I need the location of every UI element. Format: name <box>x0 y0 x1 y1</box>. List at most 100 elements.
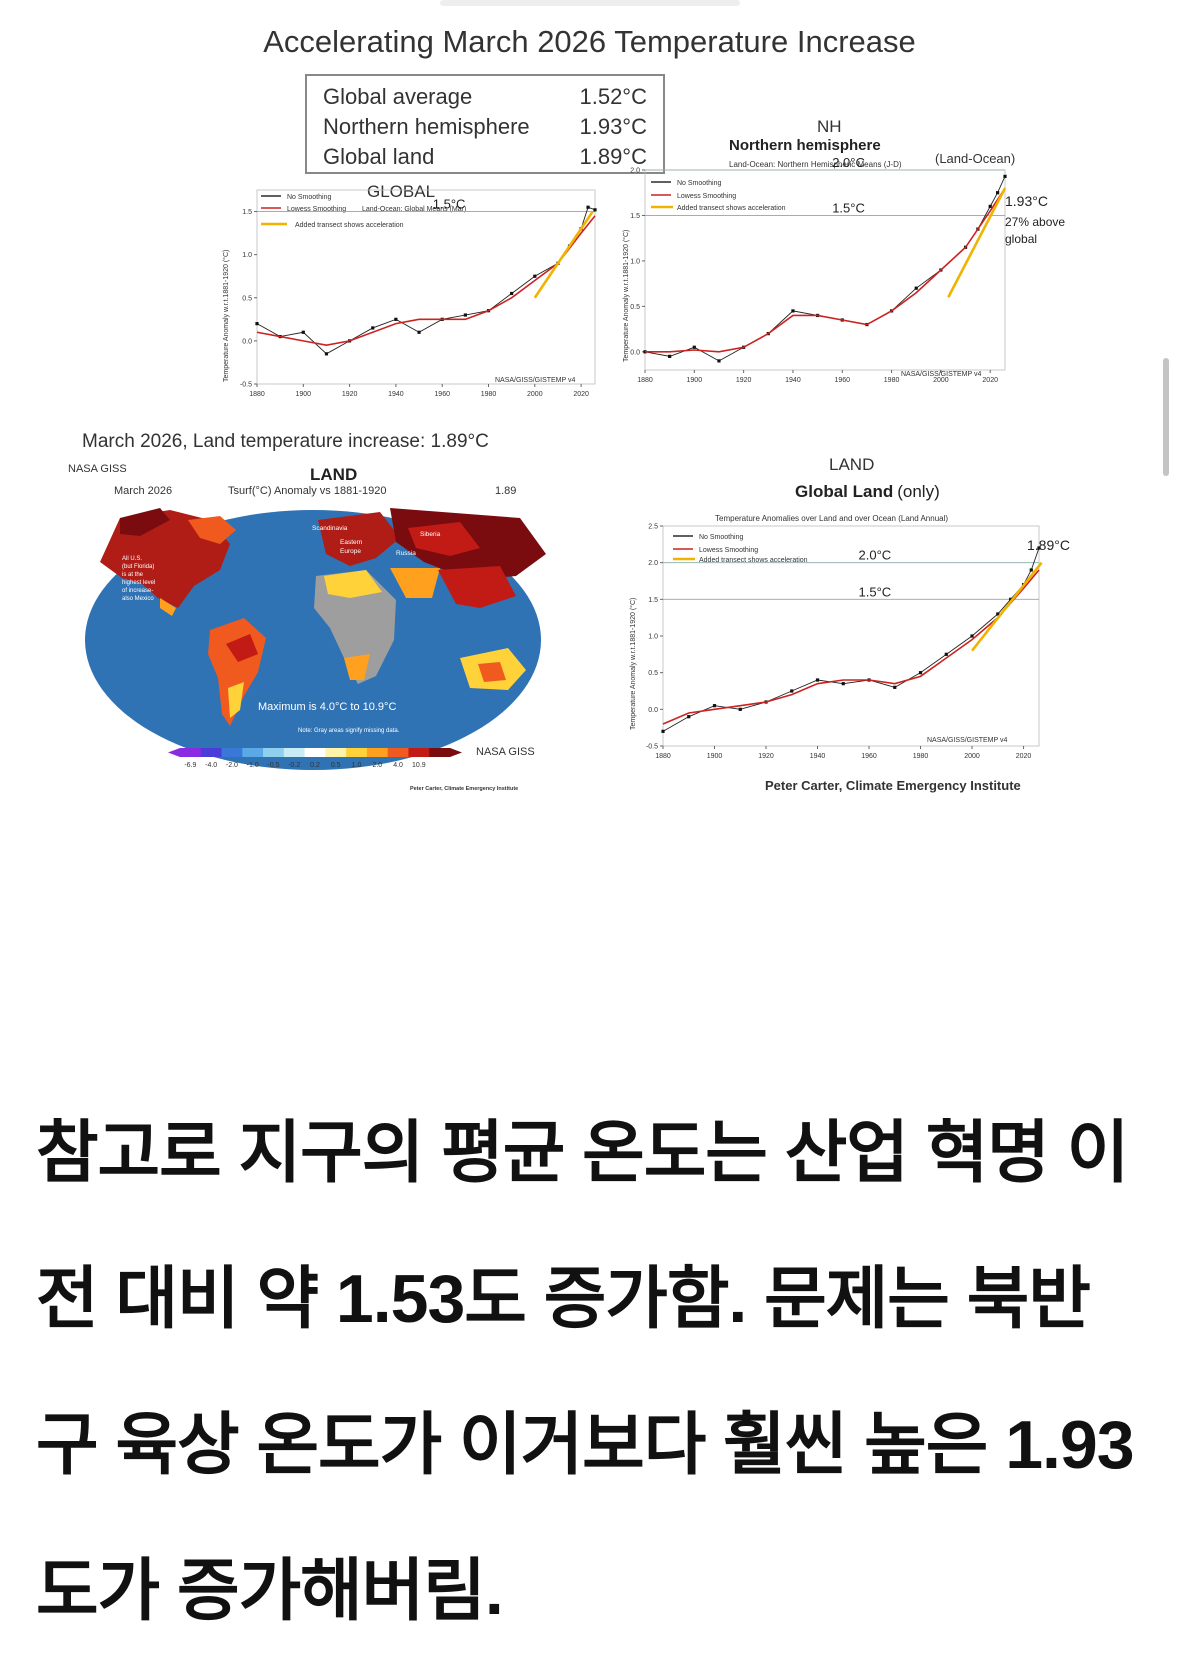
scale-swatch <box>387 748 409 757</box>
body-text: 참고로 지구의 평균 온도는 산업 혁명 이전 대비 약 1.53도 증가함. … <box>36 1115 1135 1629</box>
y-tick-label: -0.5 <box>240 382 252 389</box>
brazil <box>226 634 258 662</box>
y-tick-label: 0.5 <box>630 304 640 311</box>
south-asia <box>438 566 516 608</box>
summary-label: Global land <box>323 144 435 169</box>
x-tick-label: 2020 <box>573 391 589 398</box>
region-label: Scandinavia <box>312 525 348 532</box>
scale-label: 2.0 <box>372 762 382 769</box>
x-tick-label: 1940 <box>810 753 826 760</box>
australia-core <box>478 662 506 682</box>
chart-title-suffix: (only) <box>897 482 940 501</box>
annotation-note: 27% above <box>1005 215 1065 229</box>
series-line-smoothed <box>662 569 1040 725</box>
mexico <box>160 598 176 616</box>
data-point <box>717 359 721 363</box>
annotation-note: global <box>1005 232 1037 246</box>
gray-note: Note: Gray areas signify missing data. <box>298 728 400 734</box>
top-divider <box>440 0 740 6</box>
central-asia <box>408 522 480 556</box>
scale-swatch <box>429 748 451 757</box>
x-tick-label: 1900 <box>296 391 312 398</box>
x-tick-label: 1900 <box>707 753 723 760</box>
y-tick-label: 1.5 <box>242 209 252 216</box>
data-point <box>815 678 820 682</box>
y-tick-label: 1.0 <box>242 252 252 259</box>
scale-swatch <box>408 748 430 757</box>
chart-legend: No Smoothing Lowess Smoothing Added tran… <box>673 534 808 564</box>
data-point <box>533 274 537 278</box>
x-tick-label: 1920 <box>758 753 774 760</box>
data-point <box>712 704 717 708</box>
y-tick-label: 0.0 <box>648 707 658 714</box>
canada-east <box>188 516 236 544</box>
summary-row: Global land 1.89°C <box>323 142 647 172</box>
data-point <box>970 634 974 638</box>
y-tick-label: 0.5 <box>648 670 658 677</box>
scale-label: 4.0 <box>393 762 403 769</box>
x-tick-label: 1980 <box>913 753 929 760</box>
x-tick-label: 2000 <box>527 391 543 398</box>
scale-label: 0.5 <box>331 762 341 769</box>
data-point <box>510 291 514 296</box>
scale-label: -0.2 <box>288 762 300 769</box>
color-scale: -6.9 -4.0 -2.0 -1.0 -0.5 -0.2 0.2 0.5 1.0 2.0 4.0 1… <box>168 748 462 769</box>
series-line-raw <box>256 206 596 355</box>
global-chart: Temperature Anomaly w.r.t.1881-1920 (°C)… <box>222 182 597 398</box>
y-tick-label: 0.0 <box>242 338 252 345</box>
note-line: of increase- <box>122 588 153 594</box>
summary-value: 1.89°C <box>579 144 647 169</box>
data-point <box>417 330 421 334</box>
reference-line-label: 2.0°C <box>859 548 892 563</box>
map-caption: March 2026, Land temperature increase: 1… <box>82 431 489 452</box>
middle-east <box>390 568 440 598</box>
x-tick-label: 1920 <box>736 377 752 384</box>
map-title: LAND <box>310 465 357 484</box>
plot-frame <box>644 169 1006 371</box>
data-point <box>1029 568 1033 572</box>
x-tick-label: 1880 <box>655 753 671 760</box>
summary-value: 1.93°C <box>579 114 647 139</box>
y-tick-label: 1.0 <box>630 258 640 265</box>
scale-swatch <box>200 748 223 757</box>
y-tick-label: 1.0 <box>648 634 658 641</box>
x-tick-label: 1960 <box>434 391 450 398</box>
y-tick-label: -0.5 <box>646 744 658 751</box>
chart-source: NASA/GISS/GISTEMP v4 <box>927 737 1008 744</box>
x-tick-label: 2020 <box>1016 753 1032 760</box>
x-tick-label: 1960 <box>861 753 877 760</box>
page-title: Accelerating March 2026 Temperature Incr… <box>263 24 916 59</box>
y-axis-label: Temperature Anomaly w.r.t.1881-1920 (°C) <box>629 598 637 730</box>
x-tick-label: 1940 <box>785 377 801 384</box>
scrollbar-thumb[interactable] <box>1163 358 1169 476</box>
us-note: All U.S. (but Florida) is at the highest… <box>122 556 155 602</box>
y-tick-label: 0.5 <box>242 295 252 302</box>
trend-line <box>533 210 594 299</box>
chart-subtitle: Land-Ocean: Northern Hemispheric Means (… <box>729 160 902 169</box>
x-tick-label: 1920 <box>342 391 358 398</box>
legend-label: No Smoothing <box>699 534 743 541</box>
scale-arrow-left <box>168 748 180 757</box>
plot-frame <box>256 189 596 385</box>
scale-label: -6.9 <box>184 762 196 769</box>
x-tick-label: 1880 <box>249 391 265 398</box>
summary-label: Global average <box>323 84 473 109</box>
x-tick-label: 1960 <box>834 377 850 384</box>
chart-note: (Land-Ocean) <box>935 151 1015 166</box>
x-tick-label: 1900 <box>687 377 703 384</box>
legend-label: Lowess Smoothing <box>287 206 346 213</box>
land-chart: LAND Global Land (only) Temperature Anoma… <box>629 455 1070 793</box>
legend-label: Lowess Smoothing <box>699 547 758 554</box>
note-line: highest level <box>122 580 155 586</box>
summary-box: Global average 1.52°C Northern hemisphere… <box>305 74 665 174</box>
data-point <box>661 729 665 733</box>
scale-label: 10.9 <box>412 762 426 769</box>
legend-label: No Smoothing <box>287 194 331 201</box>
region-label: Siberia <box>420 531 441 538</box>
note-line: also Mexico <box>122 596 154 602</box>
reference-line-label: 1.5°C <box>832 200 865 215</box>
scale-swatch <box>366 748 389 757</box>
data-point <box>394 317 398 321</box>
data-point <box>371 326 375 330</box>
plot-area: -0.5 0.0 0.5 1.0 1.5 1880 1900 1920 1940 1960 1980… <box>240 189 597 398</box>
